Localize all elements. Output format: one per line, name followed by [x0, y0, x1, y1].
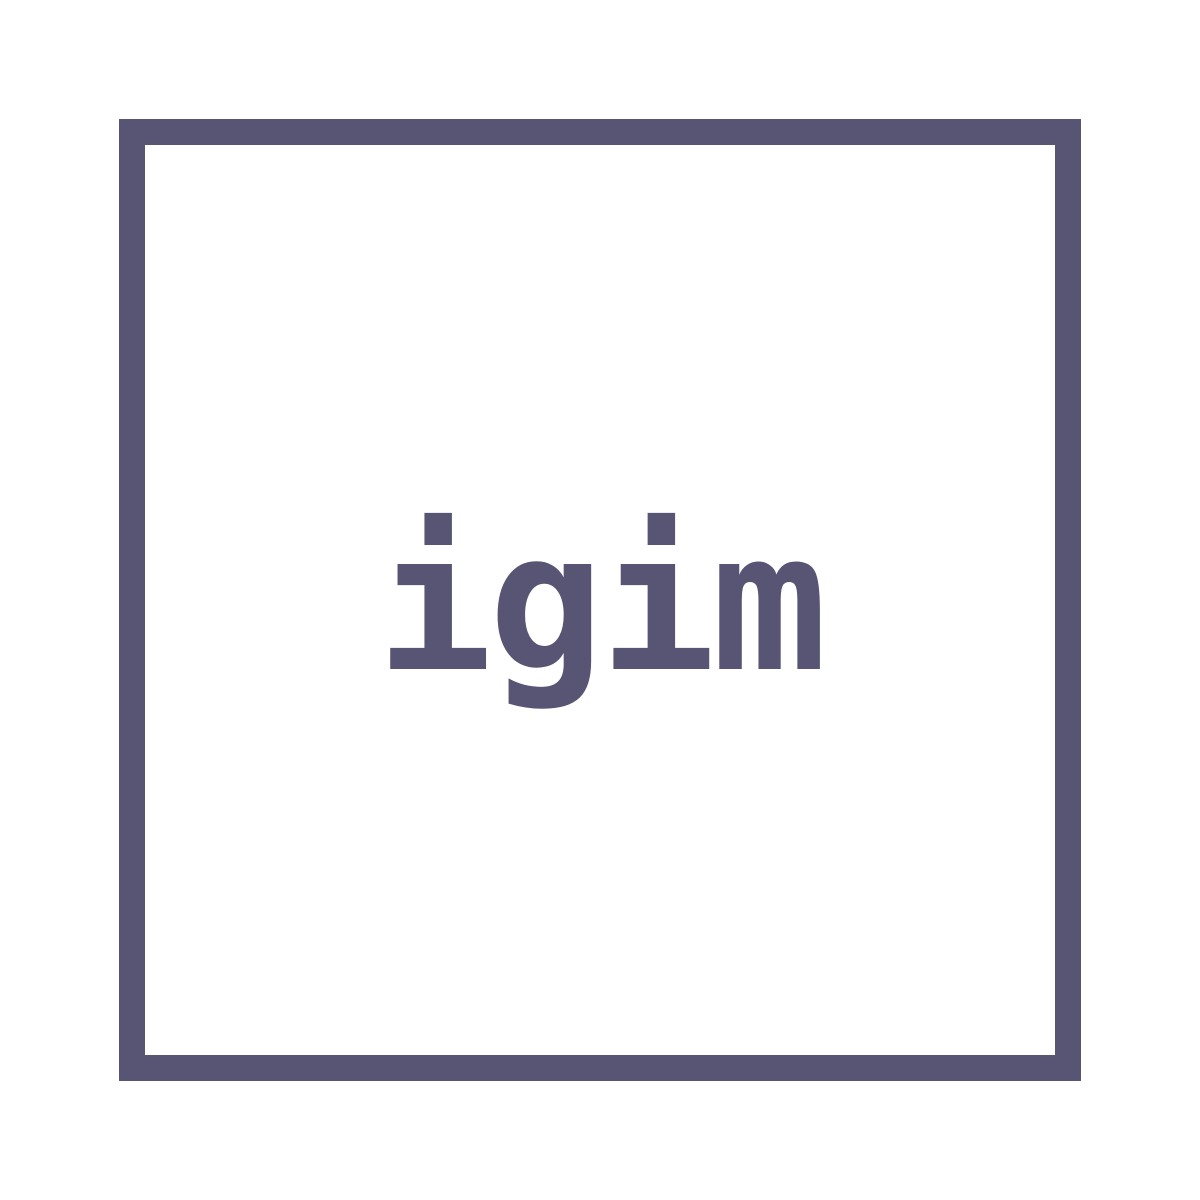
logo-wordmark: igim — [145, 145, 1055, 1055]
logo-frame: igim — [119, 119, 1081, 1081]
logo-text: igim — [376, 492, 827, 715]
